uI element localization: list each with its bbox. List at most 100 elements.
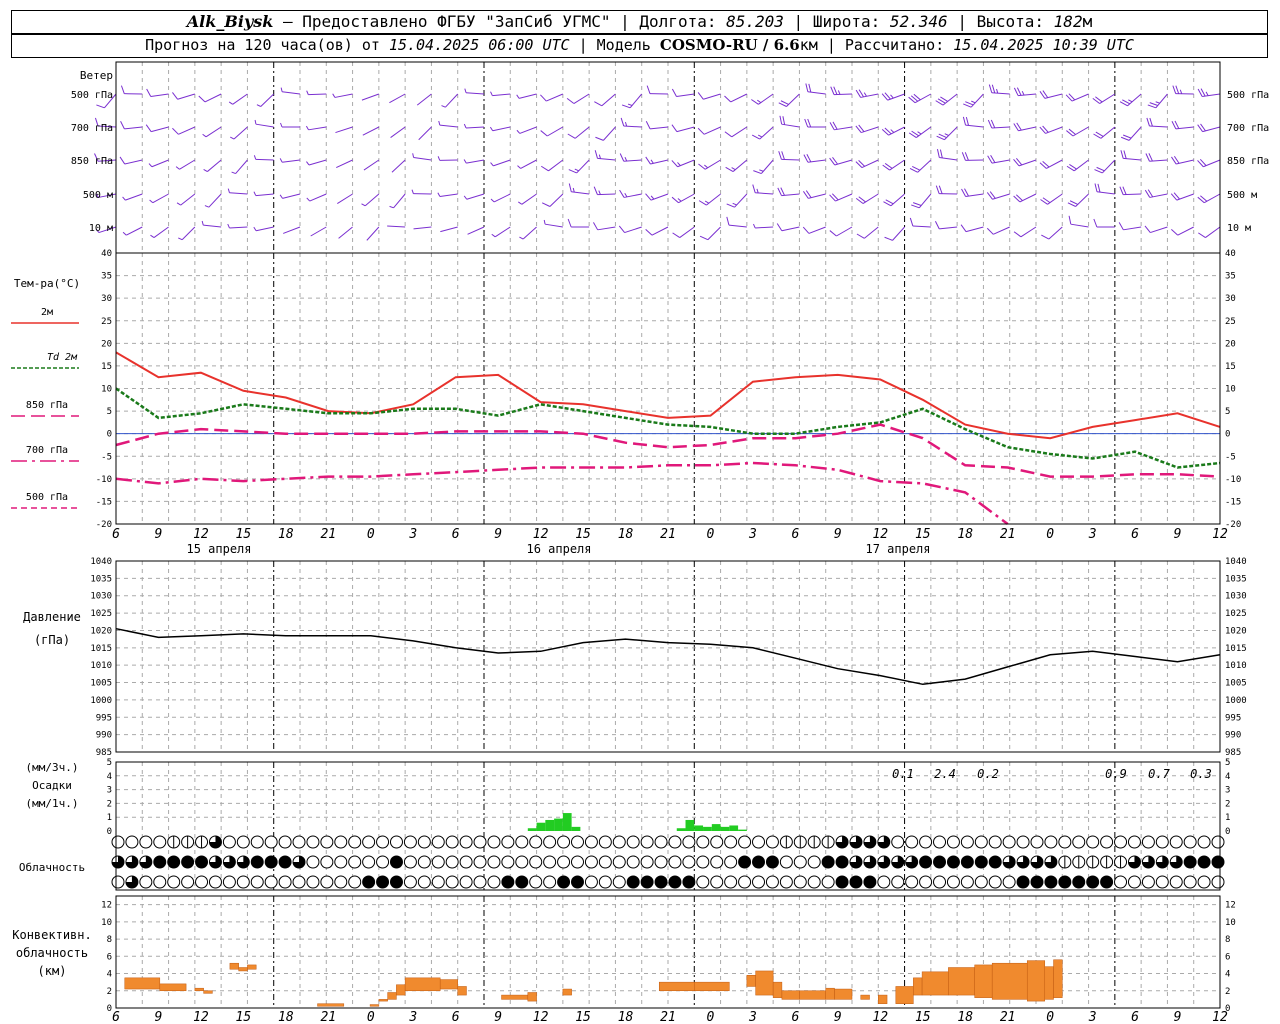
wind-barb <box>961 152 984 161</box>
cloud-symbol <box>1072 835 1086 849</box>
pressure-unit: (гПа) <box>34 633 70 647</box>
conv-hour-label: 0 <box>707 1010 715 1024</box>
conv-bar <box>694 981 730 992</box>
conv-bar <box>378 999 388 1002</box>
cloud-symbol <box>779 835 793 849</box>
conv-hour-label: 12 <box>1212 1010 1228 1024</box>
cloud-symbol <box>598 875 612 889</box>
cloud-symbol <box>654 835 668 849</box>
wind-level-label: 10 м <box>89 223 113 234</box>
wind-barb <box>391 159 406 173</box>
cloud-symbol <box>529 855 543 869</box>
cloud-symbol <box>779 855 793 869</box>
wind-level-label-right: 500 гПа <box>1227 90 1269 101</box>
wind-barb <box>463 159 485 164</box>
cloud-symbol <box>403 835 417 849</box>
cloud-symbol <box>863 855 877 869</box>
wind-barb <box>697 92 721 100</box>
wind-barb <box>412 153 432 161</box>
wind-level-label: 700 гПа <box>71 123 113 134</box>
cloud-symbol <box>891 875 905 889</box>
pressure-axis-tick-right: 1040 <box>1225 557 1247 567</box>
temp-axis-tick-right: 0 <box>1225 430 1230 440</box>
precip-axis-tick-right: 5 <box>1225 758 1230 768</box>
cloud-symbol <box>473 835 487 849</box>
conv-bar <box>527 992 537 1002</box>
conv-bar <box>772 981 783 998</box>
cloud-symbol <box>557 835 571 849</box>
cloud-symbol <box>570 875 584 889</box>
cloud-symbol <box>376 835 390 849</box>
cloud-symbol <box>1155 835 1169 849</box>
cloud-symbol <box>738 875 752 889</box>
cloud-symbol <box>1141 835 1155 849</box>
cloud-symbol <box>1100 855 1114 869</box>
cloud-symbol <box>710 835 724 849</box>
pressure-axis-tick-right: 985 <box>1225 748 1241 758</box>
cloud-symbol <box>1197 835 1211 849</box>
temp-hour-label: 21 <box>1000 527 1016 542</box>
cloud-symbol <box>793 835 807 849</box>
cloud-symbol <box>445 875 459 889</box>
cloud-symbol <box>724 855 738 869</box>
cloud-symbol <box>1197 855 1211 869</box>
temp-hour-label: 6 <box>1131 527 1139 542</box>
cloud-symbol <box>654 855 668 869</box>
temp-axis-tick-left: 5 <box>107 407 112 417</box>
wind-barb <box>881 126 905 136</box>
cloud-symbol <box>905 855 919 869</box>
precip-bar <box>685 819 695 831</box>
temp-legend-label: 850 гПа <box>26 400 68 411</box>
wind-barb <box>283 226 301 234</box>
precip-axis-tick-left: 1 <box>107 813 112 823</box>
wind-title: Ветер <box>80 69 113 82</box>
wind-barb <box>986 226 1010 235</box>
cloud-symbol <box>877 875 891 889</box>
wind-barb <box>855 89 879 98</box>
precip-axis-tick-right: 3 <box>1225 786 1230 796</box>
conv-hour-label: 9 <box>494 1010 502 1024</box>
cloud-symbol <box>153 835 167 849</box>
temp-hour-label: 6 <box>112 527 120 542</box>
wind-barb <box>829 226 853 237</box>
wind-barb <box>646 85 669 95</box>
cloud-symbol <box>1086 855 1100 869</box>
conv-bar <box>194 987 204 992</box>
cloud-symbol <box>584 855 598 869</box>
wind-barb <box>227 223 248 229</box>
temp-axis-tick-left: 10 <box>101 385 112 395</box>
precip-axis-tick-left: 2 <box>107 799 112 809</box>
cloud-symbol <box>584 875 598 889</box>
conv-axis-tick-right: 8 <box>1225 935 1230 945</box>
wind-barb <box>697 126 721 135</box>
pressure-axis-tick-left: 1030 <box>90 592 112 602</box>
cloud-symbol <box>793 875 807 889</box>
wind-barb <box>362 126 380 136</box>
wind-barb <box>671 193 695 204</box>
wind-barb <box>306 90 327 96</box>
cloud-symbol <box>1127 875 1141 889</box>
cloud-symbol <box>960 875 974 889</box>
cloud-symbol <box>1030 835 1044 849</box>
cloud-symbol <box>403 875 417 889</box>
pressure-axis-tick-left: 1005 <box>90 679 112 689</box>
temp-axis-tick-left: 40 <box>101 249 112 259</box>
temp-hour-label: 3 <box>1088 527 1097 542</box>
pressure-axis-tick-right: 1030 <box>1225 592 1247 602</box>
conv-bar <box>878 994 888 1004</box>
wind-barb <box>566 93 590 104</box>
temp-hour-label: 21 <box>660 527 676 542</box>
wind-barb <box>1094 159 1116 174</box>
conv-bar <box>799 990 826 1000</box>
wind-barb <box>963 93 984 108</box>
pressure-axis-tick-left: 1000 <box>90 696 112 706</box>
cloud-symbol <box>501 835 515 849</box>
conv-bar <box>501 994 529 1000</box>
wind-barb <box>1171 155 1194 165</box>
conv-bar <box>457 986 467 996</box>
temp-axis-tick-right: 5 <box>1225 407 1230 417</box>
forecast-label: Прогноз на 120 часа(ов) от <box>145 36 380 54</box>
date-label: 17 апреля <box>865 542 930 556</box>
cloud-symbol <box>487 855 501 869</box>
cloud-symbol <box>208 875 222 889</box>
